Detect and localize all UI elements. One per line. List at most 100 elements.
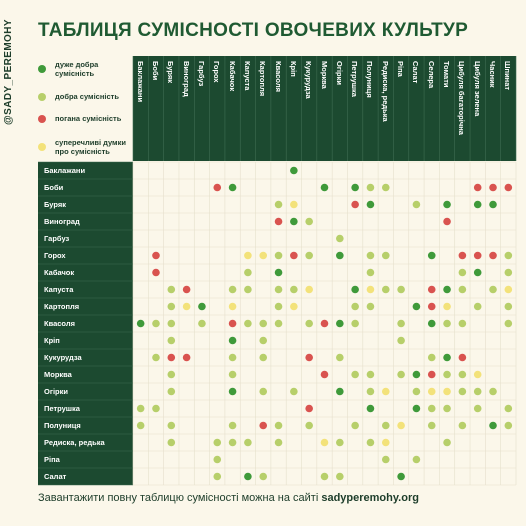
row-label: Виноград: [44, 217, 80, 226]
compatibility-dot: [259, 421, 268, 430]
compatibility-dot: [228, 421, 237, 430]
column-label: Кріп: [288, 61, 298, 77]
compatibility-dot: [504, 404, 513, 413]
row-label: Капуста: [44, 285, 74, 294]
compatibility-dot: [290, 387, 298, 396]
compatibility-dot: [320, 319, 329, 328]
compatibility-dot: [473, 183, 482, 192]
compatibility-dot: [320, 183, 329, 192]
compatibility-dot: [351, 200, 359, 209]
compatibility-dot: [228, 438, 237, 447]
column-label: Кукурудза: [304, 61, 314, 99]
compatibility-dot: [412, 387, 421, 396]
compatibility-dot: [458, 370, 467, 379]
compatibility-dot: [320, 472, 329, 481]
compatibility-dot: [443, 387, 451, 396]
compatibility-dot: [259, 319, 268, 328]
compatibility-dot: [443, 302, 451, 311]
compatibility-dot: [274, 217, 283, 226]
compatibility-dot: [259, 472, 268, 481]
compatibility-dot: [473, 200, 482, 209]
compatibility-dot: [427, 421, 436, 430]
column-label: Картопля: [258, 61, 268, 97]
compatibility-dot: [397, 336, 405, 345]
row-label: Кріп: [44, 336, 60, 345]
compatibility-dot: [412, 200, 421, 209]
compatibility-dot: [228, 370, 237, 379]
compatibility-dot: [290, 200, 298, 209]
compatibility-dot: [366, 200, 375, 209]
column-label: Баклажани: [135, 61, 145, 103]
row-header-band: [38, 162, 133, 485]
compatibility-dot: [336, 387, 344, 396]
column-label: Салат: [411, 61, 421, 84]
compatibility-dot: [198, 319, 206, 328]
compatibility-dot: [259, 336, 268, 345]
compatibility-dot: [489, 387, 497, 396]
column-label: Боби: [150, 61, 160, 81]
compatibility-dot: [336, 319, 344, 328]
compatibility-dot: [167, 319, 176, 328]
compatibility-dot: [213, 183, 222, 192]
column-header-band: [133, 56, 516, 161]
compatibility-dot: [366, 387, 375, 396]
sidebar: @SADY_PEREMOHY: [0, 0, 28, 526]
compatibility-dot: [473, 404, 482, 413]
compatibility-dot: [489, 285, 497, 294]
compatibility-dot: [443, 370, 451, 379]
column-label: Петрушка: [350, 61, 360, 97]
compatibility-dot: [473, 251, 482, 260]
footer-link[interactable]: sadyperemohy.org: [321, 492, 419, 504]
compatibility-dot: [198, 302, 206, 311]
compatibility-dot: [366, 285, 375, 294]
compatibility-dot: [504, 268, 513, 277]
compatibility-dot: [366, 268, 375, 277]
compatibility-dot: [351, 302, 359, 311]
row-label: Буряк: [44, 200, 66, 209]
compatibility-dot: [427, 353, 436, 362]
compatibility-dot: [489, 421, 497, 430]
compatibility-dot: [427, 302, 436, 311]
page-title: ТАБЛИЦЯ СУМІСНОСТІ ОВОЧЕВИХ КУЛЬТУР: [38, 20, 469, 41]
compatibility-dot: [213, 472, 222, 481]
compatibility-dot: [152, 268, 160, 277]
compatibility-dot: [228, 302, 237, 311]
row-label: Кукурудза: [44, 353, 82, 362]
compatibility-dot: [244, 472, 252, 481]
compatibility-dot: [152, 251, 160, 260]
compatibility-dot: [167, 336, 176, 345]
compatibility-dot: [381, 438, 390, 447]
compatibility-dot: [473, 370, 482, 379]
compatibility-dot: [167, 438, 176, 447]
compatibility-dot: [412, 302, 421, 311]
compatibility-dot: [228, 387, 237, 396]
column-label: Гарбуз: [196, 61, 206, 87]
compatibility-dot: [228, 285, 237, 294]
compatibility-dot: [244, 319, 252, 328]
column-label: Огірки: [334, 61, 344, 85]
compatibility-dot: [244, 251, 252, 260]
compatibility-dot: [458, 251, 467, 260]
compatibility-dot: [167, 421, 176, 430]
compatibility-dot: [351, 183, 359, 192]
legend-item: дуже добра сумісність: [38, 60, 133, 78]
compatibility-dot: [244, 268, 252, 277]
compatibility-dot: [290, 251, 298, 260]
row-label: Полуниця: [44, 421, 81, 430]
compatibility-dot: [305, 319, 313, 328]
compatibility-dot: [213, 455, 222, 464]
compatibility-dot: [336, 234, 344, 243]
compatibility-dot: [366, 438, 375, 447]
compatibility-dot: [305, 285, 313, 294]
legend-item: погана сумісність: [38, 114, 133, 123]
compatibility-dot: [259, 251, 268, 260]
compatibility-dot: [228, 353, 237, 362]
compatibility-dot: [397, 370, 405, 379]
row-label: Боби: [44, 183, 64, 192]
compatibility-dot: [351, 421, 359, 430]
compatibility-dot: [274, 421, 283, 430]
compatibility-dot: [504, 302, 513, 311]
compatibility-dot: [473, 302, 482, 311]
compatibility-dot: [412, 370, 421, 379]
compatibility-dot: [136, 421, 145, 430]
